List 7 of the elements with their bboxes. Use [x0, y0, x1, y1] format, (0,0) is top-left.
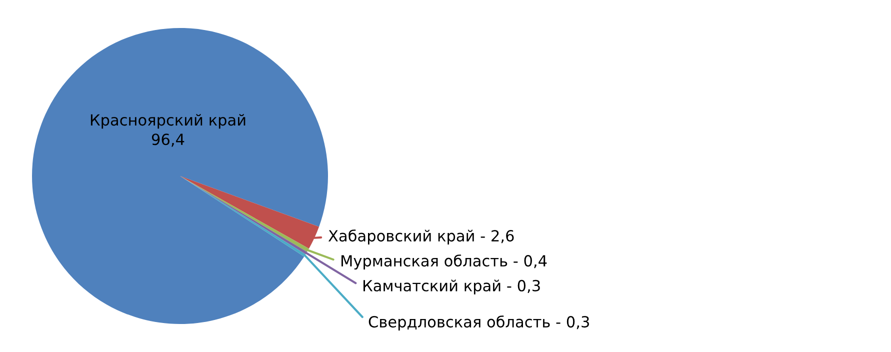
data-label: 96,4 [152, 134, 184, 147]
slice-label: Мурманская область - 0,4 [342, 254, 547, 270]
slice-label: Свердловская область - 0,3 [368, 315, 589, 331]
pie-slice [32, 28, 328, 324]
slice-label: Камчатский край - 0,3 [364, 280, 540, 294]
slice-label: Красноярский край [90, 114, 246, 129]
slice-label: Хабаровский край - 2,6 [328, 229, 514, 245]
